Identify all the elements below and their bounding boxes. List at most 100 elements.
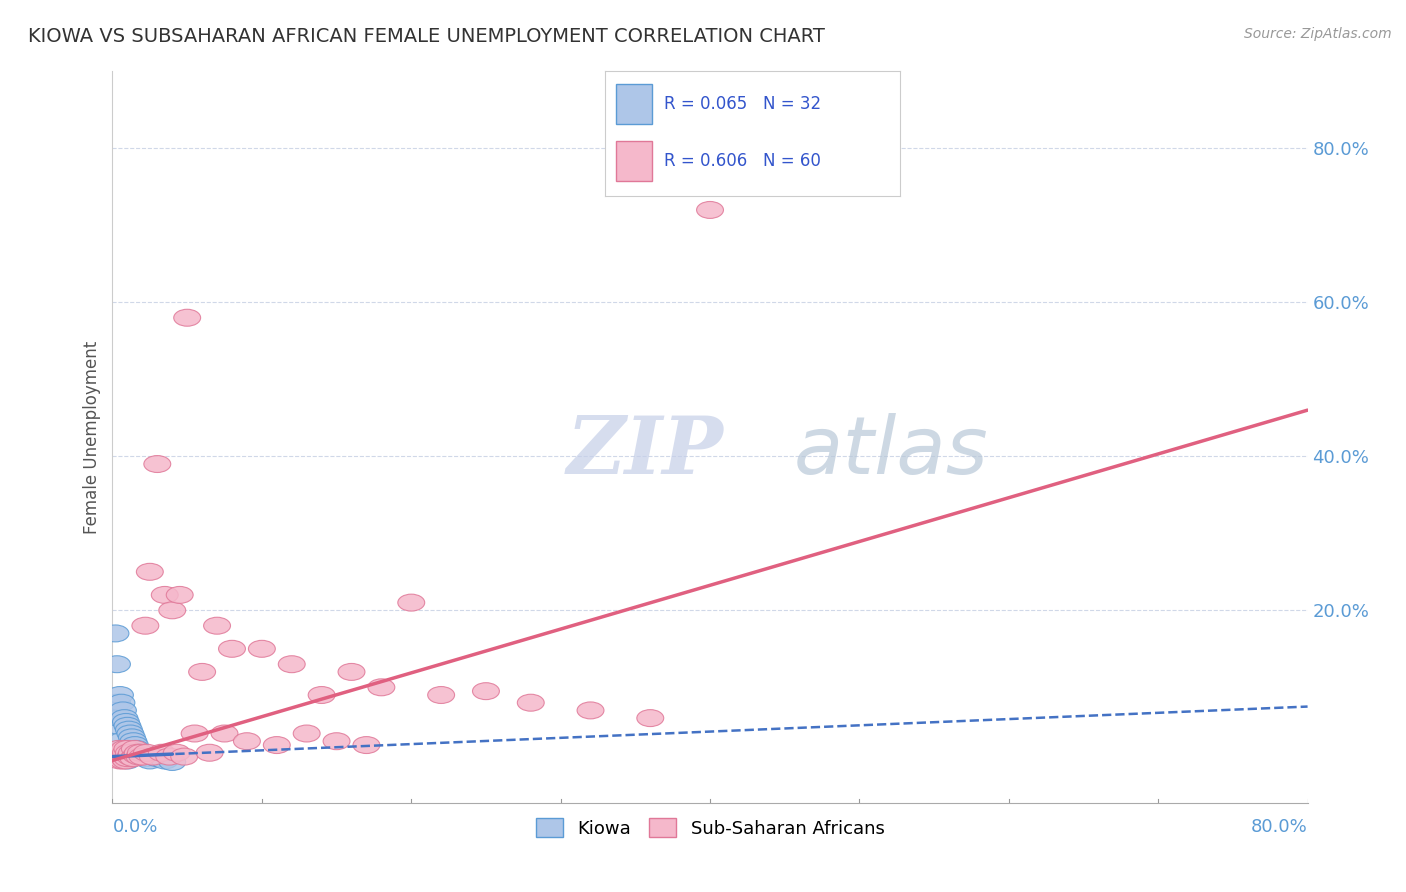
Ellipse shape [108, 744, 135, 761]
Ellipse shape [159, 602, 186, 619]
Ellipse shape [576, 702, 605, 719]
Ellipse shape [143, 456, 170, 473]
Ellipse shape [398, 594, 425, 611]
Ellipse shape [170, 748, 198, 765]
Ellipse shape [278, 656, 305, 673]
Ellipse shape [696, 202, 724, 219]
Ellipse shape [129, 748, 156, 765]
Ellipse shape [110, 740, 136, 757]
Ellipse shape [115, 744, 142, 761]
Ellipse shape [149, 744, 176, 761]
Ellipse shape [134, 744, 160, 761]
Ellipse shape [637, 710, 664, 727]
Ellipse shape [107, 740, 134, 757]
Text: 80.0%: 80.0% [1251, 818, 1308, 836]
Ellipse shape [103, 625, 129, 642]
Ellipse shape [128, 744, 155, 761]
Text: Source: ZipAtlas.com: Source: ZipAtlas.com [1244, 27, 1392, 41]
Ellipse shape [112, 748, 139, 765]
Ellipse shape [188, 664, 215, 681]
Ellipse shape [249, 640, 276, 657]
Ellipse shape [308, 687, 335, 704]
Ellipse shape [218, 640, 246, 657]
Ellipse shape [143, 749, 170, 766]
Ellipse shape [174, 310, 201, 326]
Ellipse shape [110, 748, 136, 765]
Ellipse shape [114, 752, 141, 769]
Ellipse shape [139, 748, 166, 765]
Ellipse shape [107, 687, 134, 704]
Ellipse shape [427, 687, 454, 704]
Ellipse shape [118, 729, 145, 746]
Ellipse shape [368, 679, 395, 696]
Ellipse shape [112, 714, 139, 731]
Ellipse shape [114, 717, 141, 734]
Ellipse shape [353, 737, 380, 754]
Text: 0.0%: 0.0% [112, 818, 157, 836]
Ellipse shape [233, 732, 260, 749]
FancyBboxPatch shape [616, 84, 652, 124]
Legend: Kiowa, Sub-Saharan Africans: Kiowa, Sub-Saharan Africans [529, 811, 891, 845]
Ellipse shape [107, 752, 134, 769]
Ellipse shape [163, 744, 190, 761]
Ellipse shape [105, 717, 132, 734]
Ellipse shape [197, 744, 224, 761]
Ellipse shape [121, 740, 149, 757]
Ellipse shape [132, 617, 159, 634]
Ellipse shape [112, 744, 139, 761]
Ellipse shape [127, 744, 153, 761]
Ellipse shape [115, 722, 142, 738]
Ellipse shape [110, 702, 136, 719]
Ellipse shape [112, 752, 139, 769]
Ellipse shape [211, 725, 238, 742]
Text: R = 0.065   N = 32: R = 0.065 N = 32 [664, 95, 821, 112]
Y-axis label: Female Unemployment: Female Unemployment [83, 341, 101, 533]
Ellipse shape [103, 744, 129, 761]
Ellipse shape [110, 752, 136, 769]
Ellipse shape [104, 656, 131, 673]
Ellipse shape [129, 748, 156, 765]
Ellipse shape [166, 586, 193, 603]
Ellipse shape [204, 617, 231, 634]
Ellipse shape [156, 748, 183, 765]
Text: ZIP: ZIP [567, 413, 724, 491]
Ellipse shape [117, 748, 143, 765]
Ellipse shape [107, 748, 134, 765]
FancyBboxPatch shape [616, 141, 652, 181]
Ellipse shape [104, 748, 131, 765]
Ellipse shape [132, 749, 159, 766]
Ellipse shape [181, 725, 208, 742]
Ellipse shape [323, 732, 350, 749]
Ellipse shape [152, 752, 179, 769]
Ellipse shape [127, 748, 153, 765]
Ellipse shape [108, 732, 135, 749]
Ellipse shape [263, 737, 290, 754]
Ellipse shape [122, 747, 150, 764]
Ellipse shape [111, 749, 138, 766]
Ellipse shape [136, 564, 163, 581]
Ellipse shape [120, 749, 146, 766]
Ellipse shape [121, 737, 149, 754]
Ellipse shape [136, 752, 163, 769]
Ellipse shape [104, 694, 131, 711]
Ellipse shape [122, 740, 150, 757]
Ellipse shape [105, 748, 132, 765]
Ellipse shape [118, 744, 145, 761]
Ellipse shape [107, 710, 134, 727]
Ellipse shape [472, 682, 499, 699]
Ellipse shape [517, 694, 544, 711]
Ellipse shape [159, 754, 186, 771]
Ellipse shape [108, 694, 135, 711]
Text: R = 0.606   N = 60: R = 0.606 N = 60 [664, 153, 821, 170]
Ellipse shape [120, 732, 146, 749]
Ellipse shape [152, 586, 179, 603]
Ellipse shape [111, 744, 138, 761]
Ellipse shape [105, 740, 132, 757]
Text: KIOWA VS SUBSAHARAN AFRICAN FEMALE UNEMPLOYMENT CORRELATION CHART: KIOWA VS SUBSAHARAN AFRICAN FEMALE UNEMP… [28, 27, 825, 45]
Ellipse shape [117, 725, 143, 742]
Ellipse shape [117, 749, 143, 766]
Ellipse shape [111, 740, 138, 757]
Ellipse shape [111, 710, 138, 727]
Ellipse shape [294, 725, 321, 742]
Ellipse shape [125, 744, 152, 761]
